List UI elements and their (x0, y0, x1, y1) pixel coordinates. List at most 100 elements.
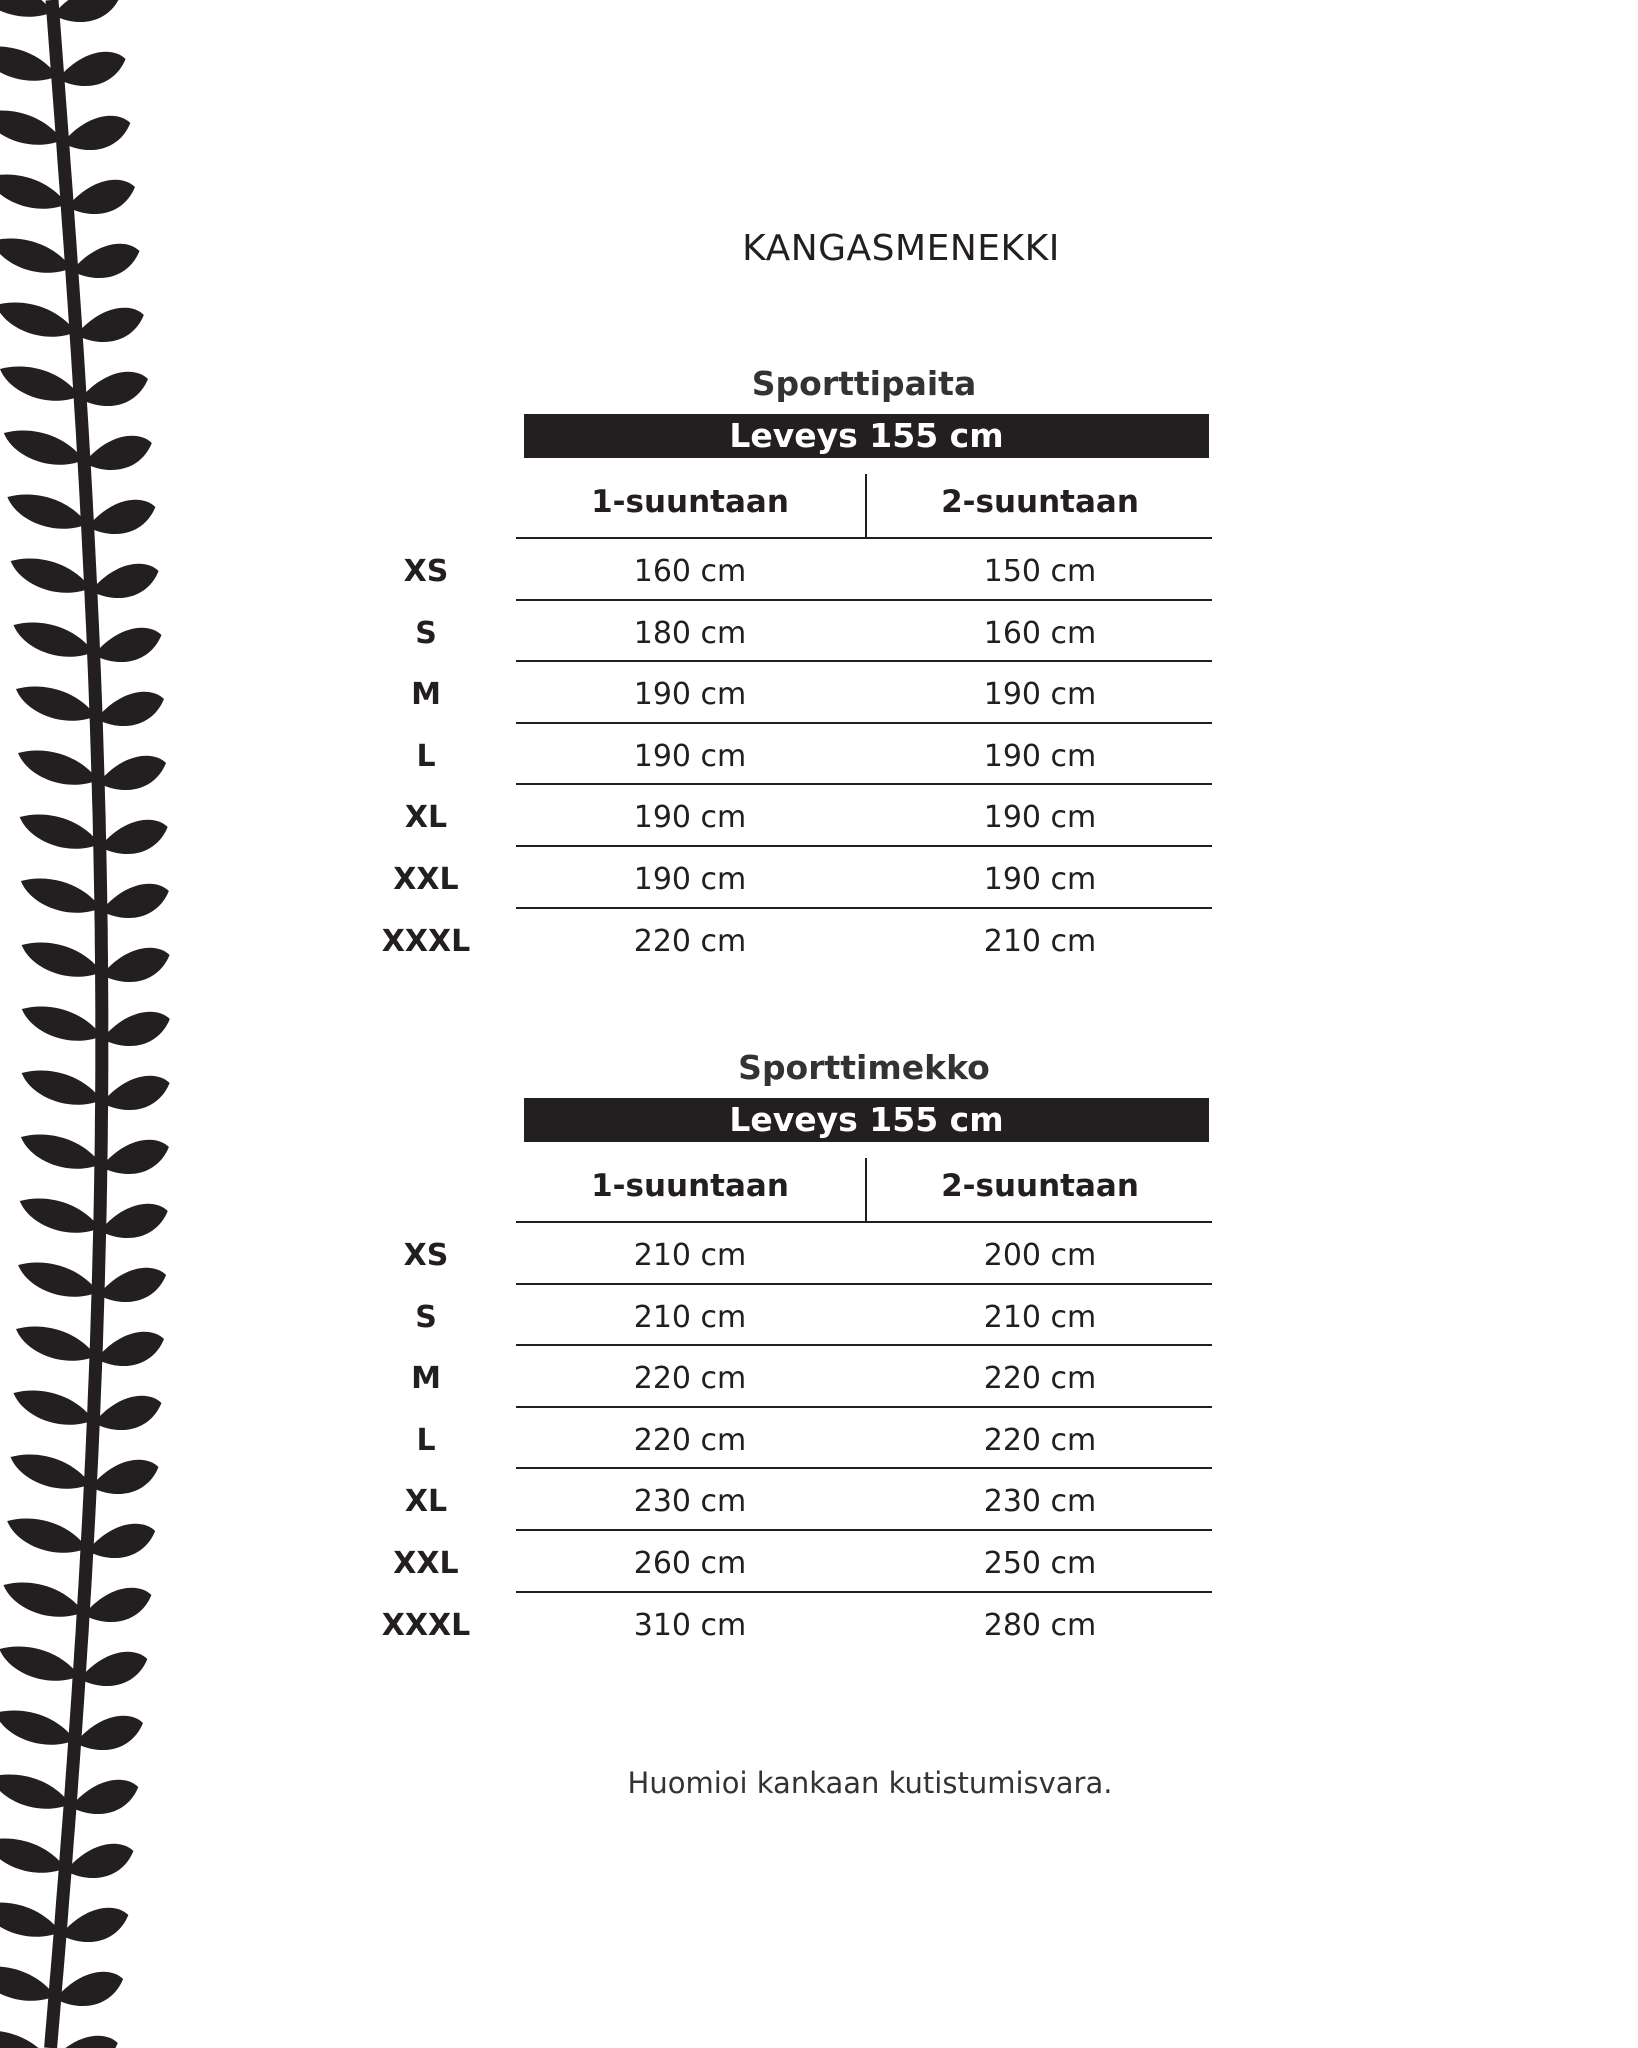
leaf-icon (100, 883, 169, 919)
size-label: XXL (393, 1546, 459, 1581)
one-way-value: 180 cm (633, 615, 747, 651)
leaf-icon (20, 878, 101, 913)
table-row: XL 230 cm 230 cm (380, 1484, 1220, 1524)
row-divider (516, 783, 1212, 786)
leaf-icon (79, 1651, 148, 1687)
row-divider (516, 1282, 1212, 1285)
leaf-icon (0, 110, 63, 145)
leaf-icon (18, 1262, 99, 1297)
leaf-icon (90, 1459, 159, 1495)
leaf-icon (13, 622, 94, 657)
leaf-icon (98, 1267, 167, 1303)
table-row: M 220 cm 220 cm (380, 1361, 1220, 1401)
leaf-icon (79, 371, 148, 407)
leaf-icon (19, 1198, 100, 1233)
one-way-value: 310 cm (633, 1607, 747, 1643)
row-divider (516, 598, 1212, 601)
leaf-icon (65, 1843, 134, 1879)
two-way-value: 190 cm (983, 677, 1097, 713)
two-way-value: 250 cm (983, 1546, 1097, 1581)
two-way-value: 280 cm (983, 1607, 1097, 1643)
size-label: XL (404, 800, 448, 836)
two-way-value: 190 cm (983, 800, 1097, 836)
leaf-icon (98, 755, 167, 791)
size-label: XXXL (381, 923, 471, 959)
leaf-icon (93, 627, 162, 663)
table-row: S 180 cm 160 cm (380, 616, 1220, 656)
leaf-icon (74, 1715, 143, 1751)
one-way-value: 220 cm (633, 1422, 747, 1458)
table-row: L 190 cm 190 cm (380, 739, 1220, 779)
one-way-value: 190 cm (633, 800, 747, 836)
leaf-icon (18, 750, 99, 785)
table-row: XXXL 220 cm 210 cm (380, 924, 1220, 964)
row-divider (516, 1221, 1212, 1223)
table-row: XL 190 cm 190 cm (380, 800, 1220, 840)
two-way-value: 150 cm (983, 554, 1097, 589)
leaf-icon (10, 558, 91, 593)
leaf-icon (95, 691, 164, 727)
leaf-icon (15, 686, 96, 721)
leaf-icon (100, 1139, 169, 1175)
leaf-icon (71, 243, 140, 279)
leaf-icon (55, 1971, 124, 2007)
leaf-icon (10, 1454, 91, 1489)
table-title: Sporttimekko (738, 1048, 990, 1087)
shrinkage-note: Huomioi kankaan kutistumisvara. (627, 1766, 1113, 1800)
table-row: XXL 190 cm 190 cm (380, 862, 1220, 902)
leaf-icon (0, 1710, 75, 1745)
row-divider (516, 906, 1212, 909)
leaf-icon (87, 499, 156, 535)
leaf-icon (62, 115, 131, 151)
leaf-icon (66, 179, 135, 215)
column-header: 2-suuntaan (941, 1168, 1139, 1204)
size-label: XL (404, 1484, 448, 1520)
one-way-value: 210 cm (633, 1238, 747, 1273)
leaf-icon (93, 1395, 162, 1431)
leaf-icon (19, 814, 100, 849)
column-header: 2-suuntaan (941, 484, 1139, 520)
one-way-value: 190 cm (633, 677, 747, 713)
width-banner: Leveys 155 cm (524, 414, 1209, 458)
leaf-icon (87, 1523, 156, 1559)
leaf-icon (7, 1518, 88, 1553)
leaf-icon (0, 0, 53, 17)
one-way-value: 260 cm (633, 1546, 747, 1581)
column-header: 1-suuntaan (591, 484, 789, 520)
leaf-icon (3, 430, 84, 465)
leaf-icon (0, 366, 80, 401)
two-way-value: 210 cm (983, 923, 1097, 959)
leaf-icon (90, 563, 159, 599)
size-label: XS (403, 1238, 449, 1273)
size-label: S (415, 1299, 437, 1335)
leaf-icon (0, 174, 67, 209)
row-divider (516, 721, 1212, 724)
size-label: M (411, 1361, 441, 1397)
leaf-icon (83, 1587, 152, 1623)
leaf-icon (21, 1006, 102, 1041)
leaf-vine-decoration (0, 0, 170, 2048)
size-label: XXXL (381, 1607, 471, 1643)
two-way-value: 190 cm (983, 738, 1097, 774)
leaf-icon (20, 1134, 101, 1169)
leaf-icon (0, 238, 72, 273)
leaf-icon (3, 1582, 84, 1617)
leaf-icon (0, 2031, 39, 2048)
one-way-value: 160 cm (633, 554, 747, 589)
leaf-icon (101, 947, 170, 983)
table-title: Sporttipaita (751, 364, 977, 403)
size-label: M (411, 677, 441, 713)
leaf-icon (0, 1966, 56, 2001)
row-divider (516, 845, 1212, 847)
one-way-value: 190 cm (633, 738, 747, 774)
one-way-value: 220 cm (633, 1361, 747, 1397)
two-way-value: 220 cm (983, 1361, 1097, 1397)
leaf-icon (0, 1902, 61, 1937)
row-divider (516, 537, 1212, 539)
table-row: XXL 260 cm 250 cm (380, 1546, 1220, 1586)
leaf-icon (0, 1646, 80, 1681)
size-label: S (415, 615, 437, 651)
width-banner: Leveys 155 cm (524, 1098, 1209, 1142)
leaf-icon (83, 435, 152, 471)
one-way-value: 210 cm (633, 1299, 747, 1335)
